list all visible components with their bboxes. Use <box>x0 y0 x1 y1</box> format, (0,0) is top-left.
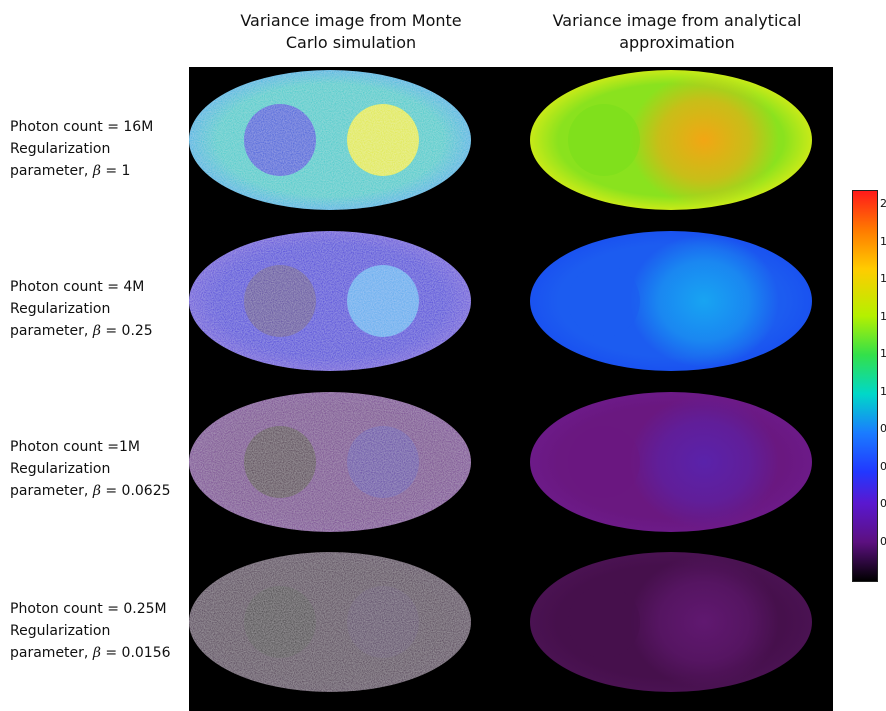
colorbar-tick-label: 1 <box>880 384 886 398</box>
regularization-label: Regularization <box>10 623 111 639</box>
left-insert-region <box>244 265 316 337</box>
beta-symbol: β <box>92 323 101 339</box>
left-insert-region <box>244 104 316 176</box>
colorbar-tick-label: 1. <box>880 309 886 323</box>
row-label-0-25m: Photon count = 0.25M Regularization para… <box>10 598 190 664</box>
left-insert-region <box>568 265 640 337</box>
column-header-line: Variance image from Monte <box>240 11 462 30</box>
right-insert-region <box>347 104 419 176</box>
colorbar-tick-label: 0. <box>880 459 886 473</box>
right-insert-region <box>629 396 779 528</box>
analytical-variance-image <box>530 552 812 692</box>
phantom-ellipse <box>189 231 471 371</box>
phantom-ellipse <box>189 70 471 210</box>
analytical-variance-image <box>530 392 812 532</box>
photon-count-label: Photon count = 4M <box>10 279 145 295</box>
phantom-ellipse <box>189 552 471 692</box>
left-insert-region <box>244 426 316 498</box>
right-insert-region <box>629 235 779 367</box>
parameter-prefix: parameter, <box>10 323 93 339</box>
colorbar-gradient <box>852 190 878 582</box>
phantom-ellipse <box>189 392 471 532</box>
variance-image-panel <box>189 67 833 711</box>
beta-value: = 0.0625 <box>100 483 171 499</box>
colorbar: 2 1. 1. 1. 1. 1 0. 0. 0. 0. <box>852 190 886 582</box>
row-label-4m: Photon count = 4M Regularization paramet… <box>10 276 190 342</box>
row-label-1m: Photon count =1M Regularization paramete… <box>10 436 190 502</box>
beta-parameter-label: parameter, β = 0.25 <box>10 320 190 342</box>
colorbar-tick-label: 0. <box>880 534 886 548</box>
analytical-variance-image <box>530 231 812 371</box>
regularization-label: Regularization <box>10 301 111 317</box>
column-header-monte-carlo: Variance image from Monte Carlo simulati… <box>206 10 496 54</box>
beta-symbol: β <box>92 163 101 179</box>
colorbar-tick-label: 1. <box>880 234 886 248</box>
beta-value: = 1 <box>100 163 131 179</box>
beta-parameter-label: parameter, β = 1 <box>10 160 190 182</box>
regularization-label: Regularization <box>10 141 111 157</box>
right-insert-region <box>629 74 779 206</box>
column-header-line: approximation <box>619 33 735 52</box>
monte-carlo-variance-image <box>189 231 471 371</box>
beta-parameter-label: parameter, β = 0.0156 <box>10 642 190 664</box>
photon-count-label: Photon count = 16M <box>10 119 154 135</box>
colorbar-tick-label: 0. <box>880 497 886 510</box>
regularization-label: Regularization <box>10 461 111 477</box>
colorbar-tick-label: 1. <box>880 272 886 285</box>
parameter-prefix: parameter, <box>10 645 93 661</box>
left-insert-region <box>568 586 640 658</box>
beta-symbol: β <box>92 483 101 499</box>
right-insert-region <box>347 265 419 337</box>
column-header-line: Carlo simulation <box>285 33 417 52</box>
right-insert-region <box>629 556 779 688</box>
right-insert-region <box>347 586 419 658</box>
right-insert-region <box>347 426 419 498</box>
beta-parameter-label: parameter, β = 0.0625 <box>10 480 190 502</box>
analytical-variance-image <box>530 70 812 210</box>
colorbar-tick-label: 2 <box>880 197 886 210</box>
colorbar-tick-label: 0. <box>880 422 886 435</box>
beta-value: = 0.0156 <box>100 645 171 661</box>
parameter-prefix: parameter, <box>10 483 93 499</box>
monte-carlo-variance-image <box>189 392 471 532</box>
column-header-analytical: Variance image from analytical approxima… <box>532 10 822 54</box>
colorbar-tick-label: 1. <box>880 347 886 360</box>
photon-count-label: Photon count = 0.25M <box>10 601 167 617</box>
beta-symbol: β <box>92 645 101 661</box>
column-header-line: Variance image from analytical <box>552 11 802 30</box>
left-insert-region <box>568 104 640 176</box>
photon-count-label: Photon count =1M <box>10 439 140 455</box>
left-insert-region <box>244 586 316 658</box>
parameter-prefix: parameter, <box>10 163 93 179</box>
row-label-16m: Photon count = 16M Regularization parame… <box>10 116 190 182</box>
monte-carlo-variance-image <box>189 70 471 210</box>
variance-images-svg <box>189 70 812 692</box>
left-insert-region <box>568 426 640 498</box>
monte-carlo-variance-image <box>189 552 471 692</box>
beta-value: = 0.25 <box>100 323 153 339</box>
